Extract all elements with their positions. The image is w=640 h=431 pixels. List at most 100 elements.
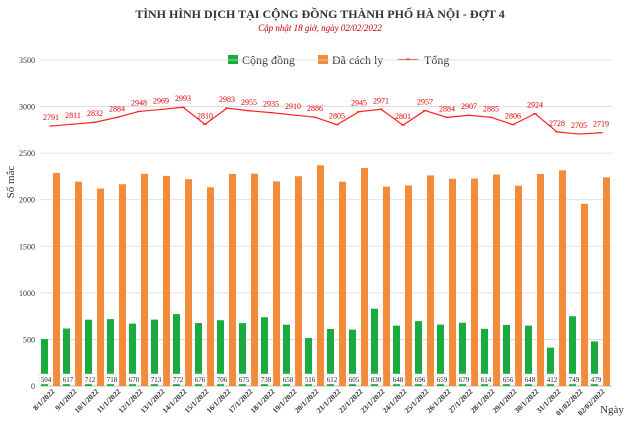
bar-label: 605: [349, 376, 360, 384]
bar-da-cach-ly: [53, 172, 60, 386]
bar-da-cach-ly: [515, 185, 522, 386]
bar-cong-dong: [41, 339, 48, 386]
bar-da-cach-ly: [559, 170, 566, 386]
bar-da-cach-ly: [185, 179, 192, 386]
bar-label: 696: [415, 376, 426, 384]
bar-cong-dong: [327, 328, 334, 386]
bar-da-cach-ly: [119, 184, 126, 386]
bar-cong-dong: [503, 324, 510, 386]
bar-cong-dong: [371, 308, 378, 386]
x-axis-title: Ngày: [600, 404, 624, 416]
bar-cong-dong: [459, 322, 466, 386]
bar-label-box: [390, 373, 406, 385]
bar-cong-dong: [305, 337, 312, 386]
line-label-tong: 2728: [549, 119, 565, 128]
line-label-tong: 2801: [395, 112, 411, 121]
chart-subtitle: Cập nhật 18 giờ, ngày 02/02/2022: [258, 23, 382, 33]
bar-cong-dong: [217, 320, 224, 386]
bar-label: 516: [305, 376, 316, 384]
line-tong: [50, 106, 602, 135]
line-label-tong: 2805: [329, 112, 345, 121]
bar-da-cach-ly: [449, 178, 456, 386]
x-tick-label: 8/1/2022: [31, 387, 56, 412]
bar-cong-dong: [437, 324, 444, 386]
bar-da-cach-ly: [537, 174, 544, 386]
bar-label-box: [60, 373, 76, 385]
y-tick-label: 2000: [19, 196, 35, 205]
bar-label-box: [434, 373, 450, 385]
y-tick-label: 3500: [19, 56, 35, 65]
line-label-tong: 2791: [43, 113, 59, 122]
y-tick-label: 3000: [19, 103, 35, 112]
plot-area: 0 500 1000 1500 2000 2500 3000 3500 504 8/1/2022 6…: [19, 56, 612, 418]
bar-label-box: [368, 373, 384, 385]
bar-da-cach-ly: [493, 174, 500, 386]
bar-da-cach-ly: [361, 168, 368, 386]
bar-cong-dong: [591, 341, 598, 386]
line-label-tong: 2907: [461, 102, 477, 111]
bar-label: 617: [63, 376, 74, 384]
bar-label: 504: [41, 376, 52, 384]
bar-da-cach-ly: [141, 173, 148, 386]
bar-label: 648: [393, 376, 404, 384]
bar-label-box: [82, 373, 98, 385]
legend-swatch: [228, 55, 238, 64]
legend-swatch: [318, 55, 328, 64]
bar-da-cach-ly: [207, 187, 214, 386]
line-label-tong: 2935: [263, 100, 279, 109]
bar-da-cach-ly: [471, 178, 478, 386]
line-label-tong: 2910: [285, 102, 301, 111]
bar-label-box: [544, 373, 560, 385]
line-label-tong: 2969: [153, 96, 169, 105]
y-axis-title: Số mắc: [5, 166, 17, 199]
bar-cong-dong: [349, 329, 356, 386]
line-label-tong: 2885: [483, 104, 499, 113]
bar-cong-dong: [63, 328, 70, 386]
bar-da-cach-ly: [339, 181, 346, 386]
bar-label-box: [38, 373, 54, 385]
bar-label-box: [412, 373, 428, 385]
bar-label-box: [214, 373, 230, 385]
y-tick-label: 500: [23, 335, 35, 344]
bar-da-cach-ly: [163, 175, 170, 386]
bar-label: 412: [547, 376, 558, 384]
line-label-tong: 2832: [87, 109, 103, 118]
bar-cong-dong: [173, 314, 180, 386]
bar-da-cach-ly: [405, 185, 412, 386]
bar-da-cach-ly: [427, 175, 434, 386]
bar-label: 706: [217, 376, 228, 384]
bar-cong-dong: [239, 323, 246, 386]
bar-cong-dong: [481, 328, 488, 386]
line-label-tong: 2884: [109, 104, 125, 113]
bar-da-cach-ly: [273, 181, 280, 386]
bar-label-box: [104, 373, 120, 385]
y-tick-label: 0: [31, 382, 35, 391]
line-label-tong: 2971: [373, 96, 389, 105]
line-label-tong: 2886: [307, 104, 323, 113]
bar-label-box: [236, 373, 252, 385]
bar-da-cach-ly: [581, 203, 588, 386]
bar-cong-dong: [547, 347, 554, 386]
y-tick-label: 1500: [19, 242, 35, 251]
line-label-tong: 2983: [219, 95, 235, 104]
bar-da-cach-ly: [295, 176, 302, 386]
bar-label-box: [324, 373, 340, 385]
bar-da-cach-ly: [317, 165, 324, 386]
bar-cong-dong: [569, 316, 576, 386]
bar-label-box: [500, 373, 516, 385]
bar-label: 479: [591, 376, 602, 384]
bar-label: 648: [525, 376, 536, 384]
line-label-tong: 2705: [571, 121, 587, 130]
bar-label: 772: [173, 376, 184, 384]
bar-label-box: [170, 373, 186, 385]
line-label-tong: 2806: [505, 112, 521, 121]
bar-label: 718: [107, 376, 118, 384]
bar-label: 670: [129, 376, 140, 384]
bar-cong-dong: [261, 317, 268, 386]
bar-label: 749: [569, 376, 580, 384]
bar-label: 712: [85, 376, 96, 384]
bar-label: 656: [503, 376, 514, 384]
line-label-tong: 2924: [527, 101, 543, 110]
bar-label: 738: [261, 376, 272, 384]
